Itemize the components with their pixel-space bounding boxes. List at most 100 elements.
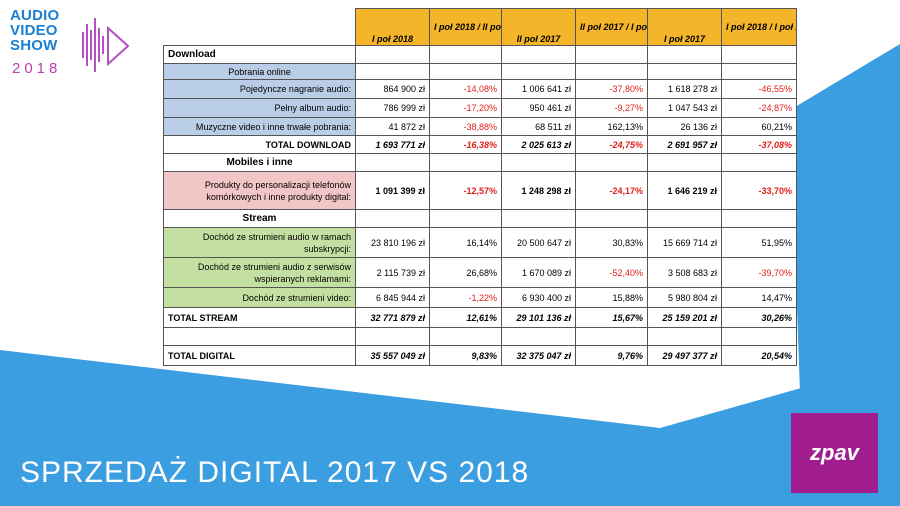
change-cell: 60,21% [721,117,797,136]
value-cell: 1 091 399 zł [355,171,430,210]
subsection-online-downloads: Pobrania online [163,63,797,80]
change-cell: -37,08% [721,135,797,154]
value-cell: 1 248 298 zł [501,171,576,210]
row-label-line: wspieranych reklamami: [254,273,351,284]
blue-diagonal-bottom [0,350,900,506]
table-row: Pojedyncze nagranie audio: 864 900 zł -1… [163,79,797,99]
value-cell: 6 845 944 zł [355,287,430,308]
table-row: Dochód ze strumieni audio z serwisów wsp… [163,257,797,288]
value-cell: 32 375 047 zł [501,345,576,366]
row-label-line: Dochód ze strumieni video: [242,292,351,303]
change-cell: 51,95% [721,227,797,258]
value-cell: 29 101 136 zł [501,307,576,328]
section-title-download: Download [163,45,356,64]
digital-sales-table: I poł 2018 I poł 2018 / II poł 2017 II p… [163,8,797,366]
row-label: Pełny album audio: [163,98,356,118]
change-cell: 16,14% [429,227,502,258]
value-cell: 1 670 089 zł [501,257,576,288]
row-label-line: Dochód ze strumieni audio z serwisów [197,261,351,272]
header-change-h2-2017-vs-h1-2017: II poł 2017 / I poł 2017 [575,8,648,46]
change-cell: -24,17% [575,171,648,210]
value-cell: 1 006 641 zł [501,79,576,99]
header-h1-2017: I poł 2017 [647,8,722,46]
spacer-row [163,327,797,346]
section-download-row: Download [163,45,797,64]
change-cell: -39,70% [721,257,797,288]
value-cell: 1 646 219 zł [647,171,722,210]
value-cell: 1 618 278 zł [647,79,722,99]
header-row: I poł 2018 I poł 2018 / II poł 2017 II p… [164,8,797,46]
table-row: Pełny album audio: 786 999 zł -17,20% 95… [163,98,797,118]
change-cell: 30,26% [721,307,797,328]
table-row: Dochód ze strumieni video: 6 845 944 zł … [163,287,797,308]
section-title-stream: Stream [163,209,356,228]
row-label: TOTAL DIGITAL [163,345,356,366]
value-cell: 15 669 714 zł [647,227,722,258]
row-label-line: Dochód ze strumieni audio w ramach [202,231,351,242]
header-change-h1-2018-vs-h1-2017: I poł 2018 / I poł 2017 [721,8,797,46]
value-cell: 41 872 zł [355,117,430,136]
logo-line-audio: AUDIO [10,7,60,24]
header-change-h1-2018-vs-h2-2017: I poł 2018 / II poł 2017 [429,8,502,46]
section-title-mobiles: Mobiles i inne [163,153,356,172]
change-cell: -1,22% [429,287,502,308]
sound-wave-icon [82,18,130,72]
row-label: Muzyczne video i inne trwałe pobrania: [163,117,356,136]
change-cell: -33,70% [721,171,797,210]
change-cell: -37,80% [575,79,648,99]
total-digital-row: TOTAL DIGITAL 35 557 049 zł 9,83% 32 375… [163,345,797,366]
table-row: Dochód ze strumieni audio w ramach subsk… [163,227,797,258]
change-cell: 162,13% [575,117,648,136]
zpav-logo: zpav [791,413,878,493]
change-cell: -17,20% [429,98,502,118]
change-cell: -9,27% [575,98,648,118]
value-cell: 3 508 683 zł [647,257,722,288]
value-cell: 1 047 543 zł [647,98,722,118]
change-cell: 26,68% [429,257,502,288]
section-mobiles-row: Mobiles i inne [163,153,797,172]
row-label-line: Produkty do personalizacji telefonów [204,179,351,190]
value-cell: 2 025 613 zł [501,135,576,154]
logo-year: 2018 [12,60,62,77]
change-cell: 12,61% [429,307,502,328]
change-cell: -38,88% [429,117,502,136]
total-stream-row: TOTAL STREAM 32 771 879 zł 12,61% 29 101… [163,307,797,328]
total-download-row: TOTAL DOWNLOAD 1 693 771 zł -16,38% 2 02… [163,135,797,154]
row-label-line: komórkowych i inne produkty digital: [206,191,351,202]
header-empty-cell [164,9,356,46]
row-label: Dochód ze strumieni audio w ramach subsk… [163,227,356,258]
row-label: Pojedyncze nagranie audio: [163,79,356,99]
header-h1-2018: I poł 2018 [355,8,430,46]
value-cell: 6 930 400 zł [501,287,576,308]
table-row: Muzyczne video i inne trwałe pobrania: 4… [163,117,797,136]
value-cell: 25 159 201 zł [647,307,722,328]
change-cell: -24,87% [721,98,797,118]
change-cell: 15,67% [575,307,648,328]
value-cell: 26 136 zł [647,117,722,136]
logo-line-show: SHOW [10,37,58,54]
row-label: TOTAL STREAM [163,307,356,328]
change-cell: 30,83% [575,227,648,258]
value-cell: 950 461 zł [501,98,576,118]
header-h2-2017: II poł 2017 [501,8,576,46]
change-cell: -52,40% [575,257,648,288]
value-cell: 864 900 zł [355,79,430,99]
change-cell: -12,57% [429,171,502,210]
value-cell: 23 810 196 zł [355,227,430,258]
row-label: TOTAL DOWNLOAD [163,135,356,154]
value-cell: 786 999 zł [355,98,430,118]
value-cell: 35 557 049 zł [355,345,430,366]
change-cell: 15,88% [575,287,648,308]
subsection-title: Pobrania online [163,63,356,80]
change-cell: -24,75% [575,135,648,154]
change-cell: -14,08% [429,79,502,99]
section-stream-row: Stream [163,209,797,228]
change-cell: -16,38% [429,135,502,154]
table-row: Produkty do personalizacji telefonów kom… [163,171,797,210]
change-cell: 9,76% [575,345,648,366]
value-cell: 32 771 879 zł [355,307,430,328]
row-label-line: subskrypcji: [303,243,351,254]
change-cell: 20,54% [721,345,797,366]
value-cell: 2 115 739 zł [355,257,430,288]
